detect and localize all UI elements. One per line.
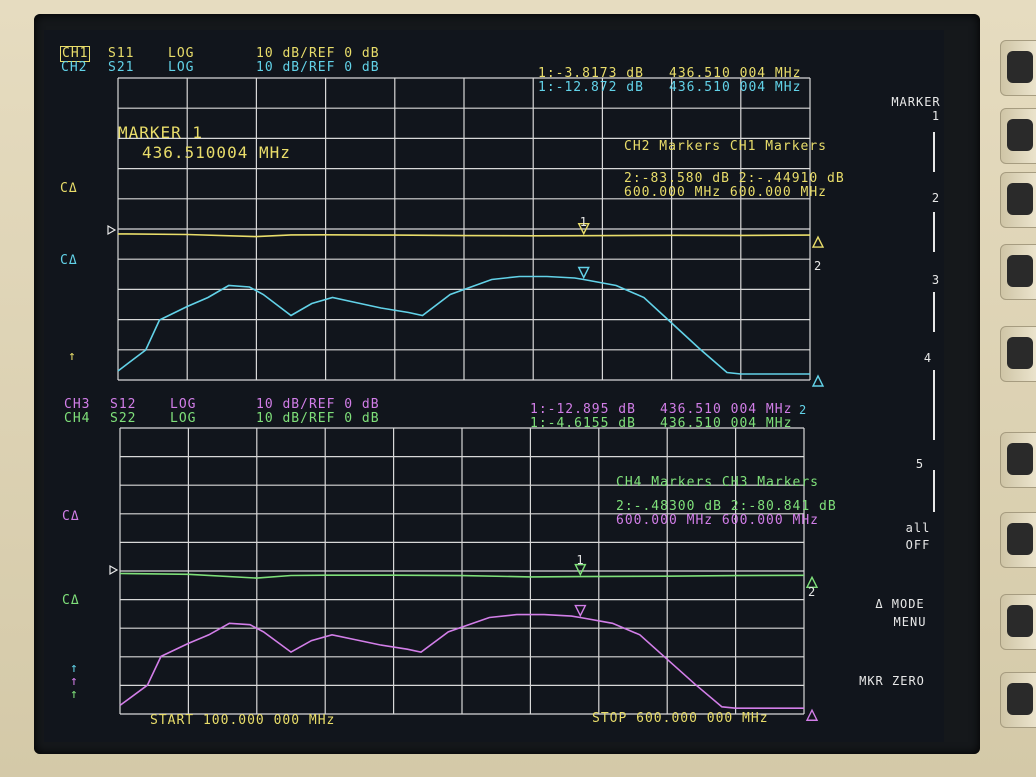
softkey-all-off-line2[interactable]: OFF bbox=[905, 538, 931, 552]
analyzer-screen: 1 2 1 2 2 CH1 S11 LOG 10 dB/REF 0 dB 1:-3.81… bbox=[44, 30, 944, 742]
ch3-scale: 10 dB/REF 0 dB bbox=[256, 397, 380, 412]
ch4-scale: 10 dB/REF 0 dB bbox=[256, 411, 380, 426]
lower-graticule bbox=[119, 427, 805, 715]
marker-1-triangle bbox=[577, 222, 590, 236]
hardware-softkey-6[interactable] bbox=[1000, 432, 1036, 488]
lower-marker2-freqs: 600.000 MHz 600.000 MHz bbox=[616, 513, 820, 528]
upper-trace-ch2-s21 bbox=[117, 275, 810, 375]
ch3-marker-freq: 436.510 004 MHz bbox=[660, 402, 793, 417]
marker-2-number: 2 bbox=[814, 259, 821, 273]
marker-2-triangle bbox=[811, 374, 825, 387]
lower-ch3-ref-indicator: CΔ bbox=[62, 509, 80, 524]
hardware-softkey-2[interactable] bbox=[1000, 108, 1036, 164]
ch1-format: LOG bbox=[168, 46, 195, 61]
ch4-param: S22 bbox=[110, 411, 137, 426]
ch1-marker-value: 1:-3.8173 dB bbox=[538, 66, 644, 81]
hardware-softkey-9[interactable] bbox=[1000, 672, 1036, 728]
marker-1-triangle bbox=[574, 604, 587, 618]
softkey-divider-2 bbox=[933, 212, 935, 252]
stop-frequency: STOP 600.000 000 MHz bbox=[592, 711, 769, 726]
softkey-menu-title: MARKER bbox=[891, 95, 941, 109]
marker-1-triangle bbox=[574, 563, 587, 577]
ch2-param: S21 bbox=[108, 60, 135, 75]
softkey-divider-5 bbox=[933, 470, 935, 512]
softkey-delta-mode-line2[interactable]: MENU bbox=[893, 615, 927, 629]
upper-markers-header: CH2 Markers CH1 Markers bbox=[624, 139, 828, 154]
ch3-label: CH3 bbox=[64, 397, 91, 412]
reference-pointer bbox=[107, 224, 117, 236]
marker-2-triangle bbox=[805, 575, 819, 589]
ch3-format: LOG bbox=[170, 397, 197, 412]
lower-scroll-arrow-3: ↑ bbox=[70, 687, 79, 702]
marker-2-number: 2 bbox=[808, 585, 815, 599]
lower-ch4-ref-indicator: CΔ bbox=[62, 593, 80, 608]
marker-2-number-lower-trace: 2 bbox=[799, 403, 806, 417]
softkey-delta-mode-line1[interactable]: Δ MODE bbox=[875, 597, 925, 611]
hardware-softkey-4[interactable] bbox=[1000, 244, 1036, 300]
upper-graticule bbox=[117, 77, 811, 381]
ch2-label: CH2 bbox=[61, 60, 88, 75]
ch4-marker-freq: 436.510 004 MHz bbox=[660, 416, 793, 431]
ch3-param: S12 bbox=[110, 397, 137, 412]
upper-trace-ch1-s11 bbox=[117, 233, 811, 238]
lower-marker2-values: 2:-.48300 dB 2:-80.841 dB bbox=[616, 499, 837, 514]
softkey-marker-1[interactable]: 1 bbox=[931, 109, 941, 123]
hardware-softkey-7[interactable] bbox=[1000, 512, 1036, 568]
upper-ch2-ref-indicator: CΔ bbox=[60, 253, 78, 268]
softkey-divider-3 bbox=[933, 292, 935, 332]
marker-2-triangle bbox=[805, 708, 819, 721]
ch2-format: LOG bbox=[168, 60, 195, 75]
softkey-marker-5[interactable]: 5 bbox=[915, 457, 925, 471]
start-frequency: START 100.000 000 MHz bbox=[150, 713, 336, 728]
lower-markers-header: CH4 Markers CH3 Markers bbox=[616, 475, 820, 490]
hardware-softkey-8[interactable] bbox=[1000, 594, 1036, 650]
trace-display: 1 2 1 2 2 bbox=[107, 77, 825, 721]
softkey-divider-4 bbox=[933, 370, 935, 440]
ch2-marker-value: 1:-12.872 dB bbox=[538, 80, 644, 95]
ch3-marker-value: 1:-12.895 dB bbox=[530, 402, 636, 417]
softkey-marker-3[interactable]: 3 bbox=[931, 273, 941, 287]
softkey-divider-1 bbox=[933, 132, 935, 172]
ch1-param: S11 bbox=[108, 46, 135, 61]
upper-scroll-arrow: ↑ bbox=[68, 349, 77, 364]
marker-2-triangle bbox=[811, 235, 825, 248]
softkey-all-off-line1[interactable]: all bbox=[905, 521, 931, 535]
marker-frequency: 436.510004 MHz bbox=[142, 143, 291, 162]
upper-marker2-values: 2:-83.580 dB 2:-.44910 dB bbox=[624, 171, 845, 186]
hardware-softkey-1[interactable] bbox=[1000, 40, 1036, 96]
marker-1-number: 1 bbox=[576, 553, 583, 567]
hardware-softkey-5[interactable] bbox=[1000, 326, 1036, 382]
ch2-scale: 10 dB/REF 0 dB bbox=[256, 60, 380, 75]
ch1-label: CH1 bbox=[60, 46, 91, 62]
ch1-scale: 10 dB/REF 0 dB bbox=[256, 46, 380, 61]
lower-scroll-arrow-2: ↑ bbox=[70, 674, 79, 689]
lower-scroll-arrow-1: ↑ bbox=[70, 661, 79, 676]
hardware-softkey-3[interactable] bbox=[1000, 172, 1036, 228]
ch4-marker-value: 1:-4.6155 dB bbox=[530, 416, 636, 431]
marker-1-number: 1 bbox=[580, 215, 587, 229]
ch1-marker-freq: 436.510 004 MHz bbox=[669, 66, 802, 81]
upper-ch1-ref-indicator: CΔ bbox=[60, 181, 78, 196]
softkey-marker-2[interactable]: 2 bbox=[931, 191, 941, 205]
ch2-marker-freq: 436.510 004 MHz bbox=[669, 80, 802, 95]
ch4-label: CH4 bbox=[64, 411, 91, 426]
softkey-marker-4[interactable]: 4 bbox=[923, 351, 933, 365]
softkey-marker-zero[interactable]: MKR ZERO bbox=[859, 674, 925, 688]
upper-marker2-freqs: 600.000 MHz 600.000 MHz bbox=[624, 185, 828, 200]
lower-trace-ch3-s12 bbox=[119, 613, 804, 710]
marker-1-triangle bbox=[577, 266, 590, 280]
ch4-format: LOG bbox=[170, 411, 197, 426]
lower-trace-ch4-s22 bbox=[119, 572, 805, 579]
marker-title: MARKER 1 bbox=[118, 123, 204, 142]
reference-pointer bbox=[109, 564, 119, 576]
